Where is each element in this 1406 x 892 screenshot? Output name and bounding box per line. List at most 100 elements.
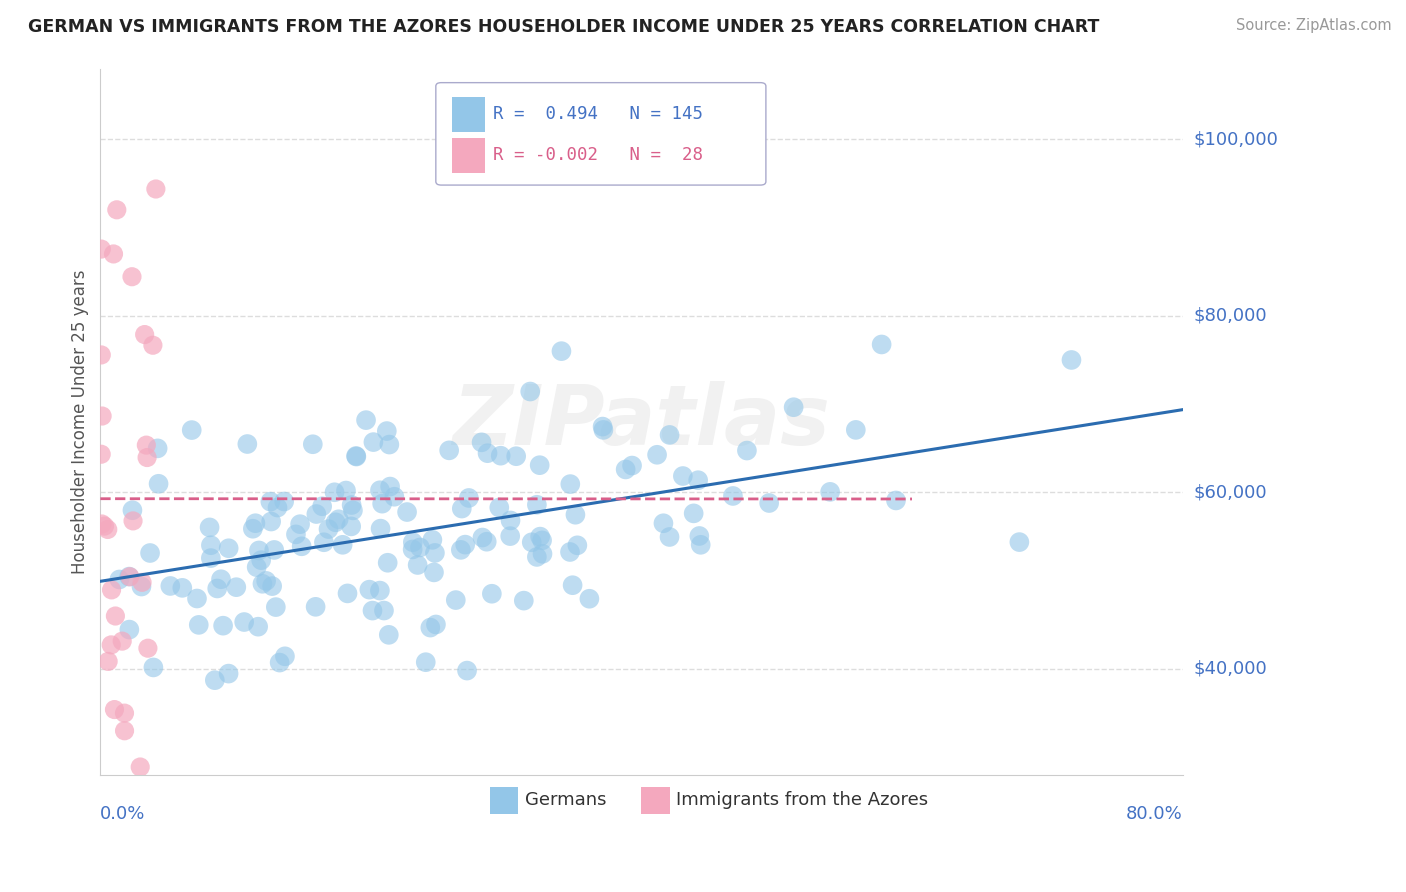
Point	[145, 182, 167, 196]
Point	[269, 656, 291, 670]
Point	[291, 539, 314, 553]
Text: GERMAN VS IMMIGRANTS FROM THE AZORES HOUSEHOLDER INCOME UNDER 25 YEARS CORRELATI: GERMAN VS IMMIGRANTS FROM THE AZORES HOU…	[28, 18, 1099, 36]
Point	[344, 450, 367, 464]
Point	[377, 556, 399, 570]
Point	[122, 514, 145, 528]
Point	[200, 551, 222, 566]
Text: $40,000: $40,000	[1194, 660, 1267, 678]
Point	[318, 522, 340, 536]
Point	[481, 587, 503, 601]
Point	[200, 538, 222, 552]
Point	[645, 448, 668, 462]
Text: Germans: Germans	[524, 791, 606, 809]
Point	[373, 603, 395, 617]
Point	[325, 516, 347, 530]
Y-axis label: Householder Income Under 25 years: Householder Income Under 25 years	[72, 269, 89, 574]
Point	[205, 582, 228, 596]
Point	[592, 419, 614, 434]
Point	[97, 654, 120, 668]
Point	[218, 666, 240, 681]
Bar	[453, 137, 485, 173]
Point	[90, 242, 112, 256]
Point	[471, 531, 494, 545]
Point	[444, 593, 467, 607]
Point	[121, 269, 143, 284]
Point	[689, 538, 711, 552]
Point	[129, 760, 152, 774]
Text: 0.0%: 0.0%	[100, 805, 146, 823]
Point	[135, 438, 157, 452]
Point	[139, 546, 162, 560]
Point	[148, 476, 170, 491]
Point	[437, 443, 460, 458]
Point	[477, 446, 499, 460]
Point	[560, 477, 582, 491]
Point	[247, 620, 270, 634]
Point	[142, 338, 165, 352]
Point	[564, 508, 586, 522]
Point	[370, 522, 392, 536]
Point	[91, 516, 114, 531]
Text: R = -0.002   N =  28: R = -0.002 N = 28	[494, 146, 703, 164]
FancyBboxPatch shape	[436, 83, 766, 185]
Point	[396, 505, 419, 519]
Point	[499, 513, 522, 527]
Point	[471, 435, 494, 450]
Point	[378, 437, 401, 451]
Point	[288, 517, 311, 532]
Point	[415, 655, 437, 669]
Point	[758, 496, 780, 510]
Point	[305, 507, 328, 521]
Point	[652, 516, 675, 531]
Point	[172, 581, 194, 595]
Point	[263, 543, 285, 558]
Point	[375, 424, 398, 438]
Point	[378, 479, 401, 493]
Point	[245, 516, 267, 531]
Bar	[489, 787, 517, 814]
Point	[450, 542, 472, 557]
Point	[371, 497, 394, 511]
Point	[121, 503, 143, 517]
Point	[264, 600, 287, 615]
Point	[97, 523, 120, 537]
Point	[721, 489, 744, 503]
Point	[266, 500, 288, 515]
Point	[209, 572, 232, 586]
Point	[513, 593, 536, 607]
Point	[402, 535, 425, 549]
Point	[423, 546, 446, 560]
Point	[531, 547, 554, 561]
Point	[187, 618, 209, 632]
Point	[273, 494, 295, 508]
Point	[499, 529, 522, 543]
Point	[422, 533, 444, 547]
Point	[131, 575, 153, 590]
Point	[114, 706, 136, 720]
Point	[361, 604, 384, 618]
Point	[456, 664, 478, 678]
Point	[735, 443, 758, 458]
Point	[382, 490, 405, 504]
Point	[818, 484, 841, 499]
Point	[782, 401, 804, 415]
Point	[409, 541, 432, 555]
Point	[312, 535, 335, 549]
Point	[260, 515, 283, 529]
Point	[250, 553, 273, 567]
Point	[274, 649, 297, 664]
Point	[233, 615, 256, 629]
Point	[90, 348, 112, 362]
Bar	[453, 96, 485, 132]
Point	[111, 634, 134, 648]
Text: Source: ZipAtlas.com: Source: ZipAtlas.com	[1236, 18, 1392, 33]
Text: R =  0.494   N = 145: R = 0.494 N = 145	[494, 105, 703, 123]
Point	[558, 545, 581, 559]
Point	[529, 530, 551, 544]
Point	[450, 501, 472, 516]
Point	[425, 617, 447, 632]
Point	[682, 507, 704, 521]
Point	[118, 623, 141, 637]
Point	[108, 573, 131, 587]
Point	[688, 473, 710, 487]
